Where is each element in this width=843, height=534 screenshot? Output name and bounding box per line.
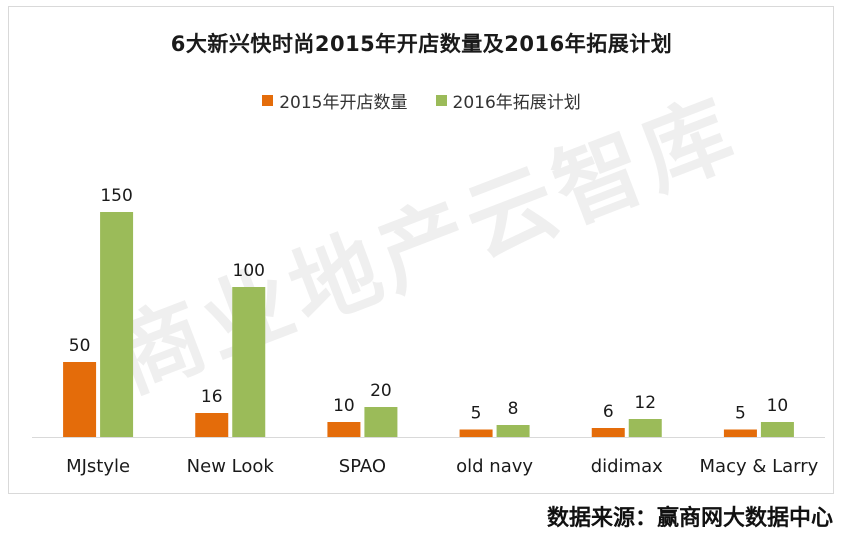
data-label-2015-5: 5 <box>735 404 746 424</box>
bar-2016-3 <box>496 425 530 437</box>
bar-2015-4 <box>591 428 625 437</box>
legend-swatch-2016 <box>435 95 447 106</box>
bar-2015-1 <box>195 413 229 437</box>
chart-title: 6大新兴快时尚2015年开店数量及2016年拓展计划 <box>170 32 673 56</box>
data-label-2015-4: 6 <box>603 402 614 422</box>
bar-2015-5 <box>723 429 757 437</box>
legend: 2015年开店数量 2016年拓展计划 <box>0 88 843 113</box>
x-tick-label-5: Macy & Larry <box>700 456 819 477</box>
bar-2015-2 <box>327 422 361 437</box>
legend-item-2016: 2016年拓展计划 <box>435 88 581 113</box>
legend-label-2016: 2016年拓展计划 <box>452 93 581 113</box>
data-label-2016-0: 150 <box>100 186 132 206</box>
data-label-2016-4: 12 <box>634 393 656 413</box>
legend-label-2015: 2015年开店数量 <box>279 93 408 113</box>
data-label-2016-2: 20 <box>370 381 392 401</box>
source-note: 数据来源：赢商网大数据中心 <box>546 505 833 531</box>
data-label-2015-0: 50 <box>69 336 91 356</box>
data-label-2015-2: 10 <box>333 396 355 416</box>
bar-2015-0 <box>63 362 97 437</box>
data-label-2015-1: 16 <box>201 387 223 407</box>
x-tick-label-1: New Look <box>187 456 275 477</box>
bar-2016-1 <box>232 287 266 437</box>
x-tick-label-0: MJstyle <box>66 456 130 477</box>
data-label-2015-3: 5 <box>471 404 482 424</box>
bar-2016-5 <box>760 422 794 437</box>
x-tick-label-3: old navy <box>456 456 533 477</box>
data-label-2016-5: 10 <box>767 396 789 416</box>
bar-2016-0 <box>100 212 134 437</box>
bar-2015-3 <box>459 429 493 437</box>
legend-item-2015: 2015年开店数量 <box>262 88 408 113</box>
data-label-2016-1: 100 <box>233 261 265 281</box>
x-tick-label-2: SPAO <box>339 456 386 477</box>
legend-swatch-2015 <box>262 95 274 106</box>
data-label-2016-3: 8 <box>508 399 519 419</box>
x-tick-label-4: didimax <box>591 456 663 477</box>
bar-2016-4 <box>628 419 662 437</box>
bar-2016-2 <box>364 407 398 437</box>
chart-frame <box>8 6 834 494</box>
